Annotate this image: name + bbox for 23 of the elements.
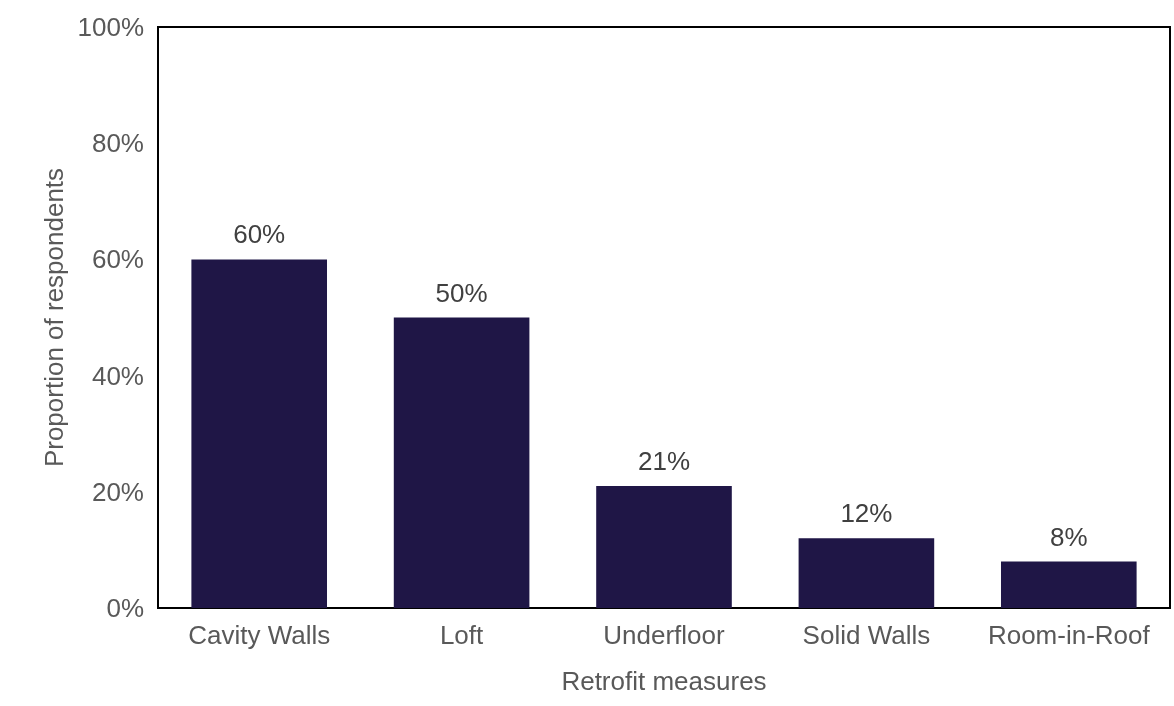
y-tick-label: 20%: [91, 476, 144, 507]
data-label: 60%: [233, 219, 286, 250]
bar: [191, 259, 327, 608]
y-axis-title: Proportion of respondents: [38, 167, 69, 468]
bar: [596, 485, 732, 608]
y-tick-label: 40%: [91, 360, 144, 391]
y-tick-label: 60%: [91, 244, 144, 275]
x-tick-label: Room-in-Roof: [987, 620, 1151, 650]
x-tick-label: Underfloor: [603, 620, 726, 650]
x-tick-label: Loft: [439, 620, 485, 650]
data-label: 50%: [435, 277, 488, 308]
data-label: 12%: [840, 498, 893, 529]
x-tick-label: Solid Walls: [802, 620, 931, 650]
bar: [1001, 561, 1137, 608]
data-label: 21%: [637, 445, 691, 476]
y-tick-label: 0%: [106, 593, 144, 623]
y-tick-label: 80%: [91, 128, 144, 159]
bar: [798, 538, 935, 608]
x-axis-title: Retrofit measures: [561, 666, 767, 696]
x-tick-label: Cavity Walls: [188, 620, 331, 650]
data-label: 8%: [1050, 521, 1088, 552]
y-tick-label: 100%: [77, 12, 144, 42]
bar: [393, 317, 530, 608]
